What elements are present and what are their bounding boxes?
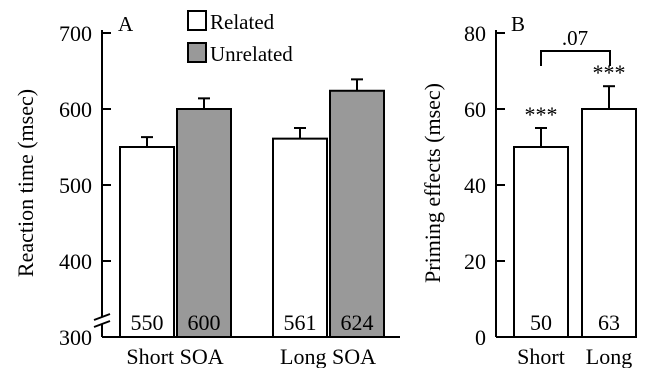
panel-a-y-ticks: 300 400 500 600 700 bbox=[59, 21, 111, 350]
bar-unrelated-short bbox=[176, 108, 232, 338]
x-category-label: Long bbox=[586, 344, 632, 368]
panel-b-label: B bbox=[511, 12, 525, 36]
legend-unrelated-swatch bbox=[187, 42, 207, 63]
significance-marker: *** bbox=[525, 102, 558, 127]
bar-priming-long bbox=[581, 108, 637, 338]
bar-value-label: 63 bbox=[598, 310, 620, 335]
y-tick-label: 600 bbox=[59, 97, 92, 122]
y-tick-label: 0 bbox=[475, 325, 486, 350]
bar-value-label: 600 bbox=[188, 310, 221, 335]
comparison-bracket bbox=[540, 50, 611, 66]
y-tick-label: 60 bbox=[464, 97, 486, 122]
panel-a-bars: 550 561 600 624 bbox=[119, 78, 385, 339]
bar-related-long bbox=[272, 137, 328, 338]
bar-value-label: 624 bbox=[341, 310, 374, 335]
bar-priming-short bbox=[513, 146, 569, 338]
panel-b-y-ticks: 0 20 40 60 80 bbox=[464, 21, 505, 350]
y-tick-label: 20 bbox=[464, 249, 486, 274]
bar-value-label: 561 bbox=[284, 310, 317, 335]
y-tick-label: 40 bbox=[464, 173, 486, 198]
x-category-label: Short bbox=[517, 344, 565, 368]
x-category-label: Short SOA bbox=[126, 344, 223, 368]
panel-b-x-categories: Short Long bbox=[517, 344, 632, 368]
bar-unrelated-long bbox=[329, 89, 385, 339]
y-tick-label: 80 bbox=[464, 21, 486, 46]
comparison-p-value: .07 bbox=[562, 26, 588, 50]
legend-related-label: Related bbox=[210, 10, 275, 34]
bar-related-short bbox=[119, 146, 175, 338]
y-tick-label: 400 bbox=[59, 249, 92, 274]
panel-a: A 300 400 500 600 700 550 561 600 624 Short SOA… bbox=[13, 10, 400, 368]
axis-break-icon bbox=[93, 313, 111, 328]
bar-value-label: 50 bbox=[530, 310, 552, 335]
panel-b-bars: 50***63*** bbox=[513, 60, 637, 338]
x-category-label: Long SOA bbox=[280, 344, 376, 368]
panel-a-y-label: Reaction time (msec) bbox=[13, 89, 38, 277]
y-tick-label: 300 bbox=[59, 325, 92, 350]
y-tick-label: 500 bbox=[59, 173, 92, 198]
legend-unrelated-label: Unrelated bbox=[210, 42, 293, 66]
panel-a-x-categories: Short SOA Long SOA bbox=[126, 344, 376, 368]
y-tick-label: 700 bbox=[59, 21, 92, 46]
panel-b-y-label: Priming effects (msec) bbox=[420, 83, 445, 283]
bar-value-label: 550 bbox=[131, 310, 164, 335]
panel-a-label: A bbox=[118, 12, 134, 36]
legend-related-swatch bbox=[187, 10, 207, 31]
legend: Related Unrelated bbox=[187, 10, 293, 66]
